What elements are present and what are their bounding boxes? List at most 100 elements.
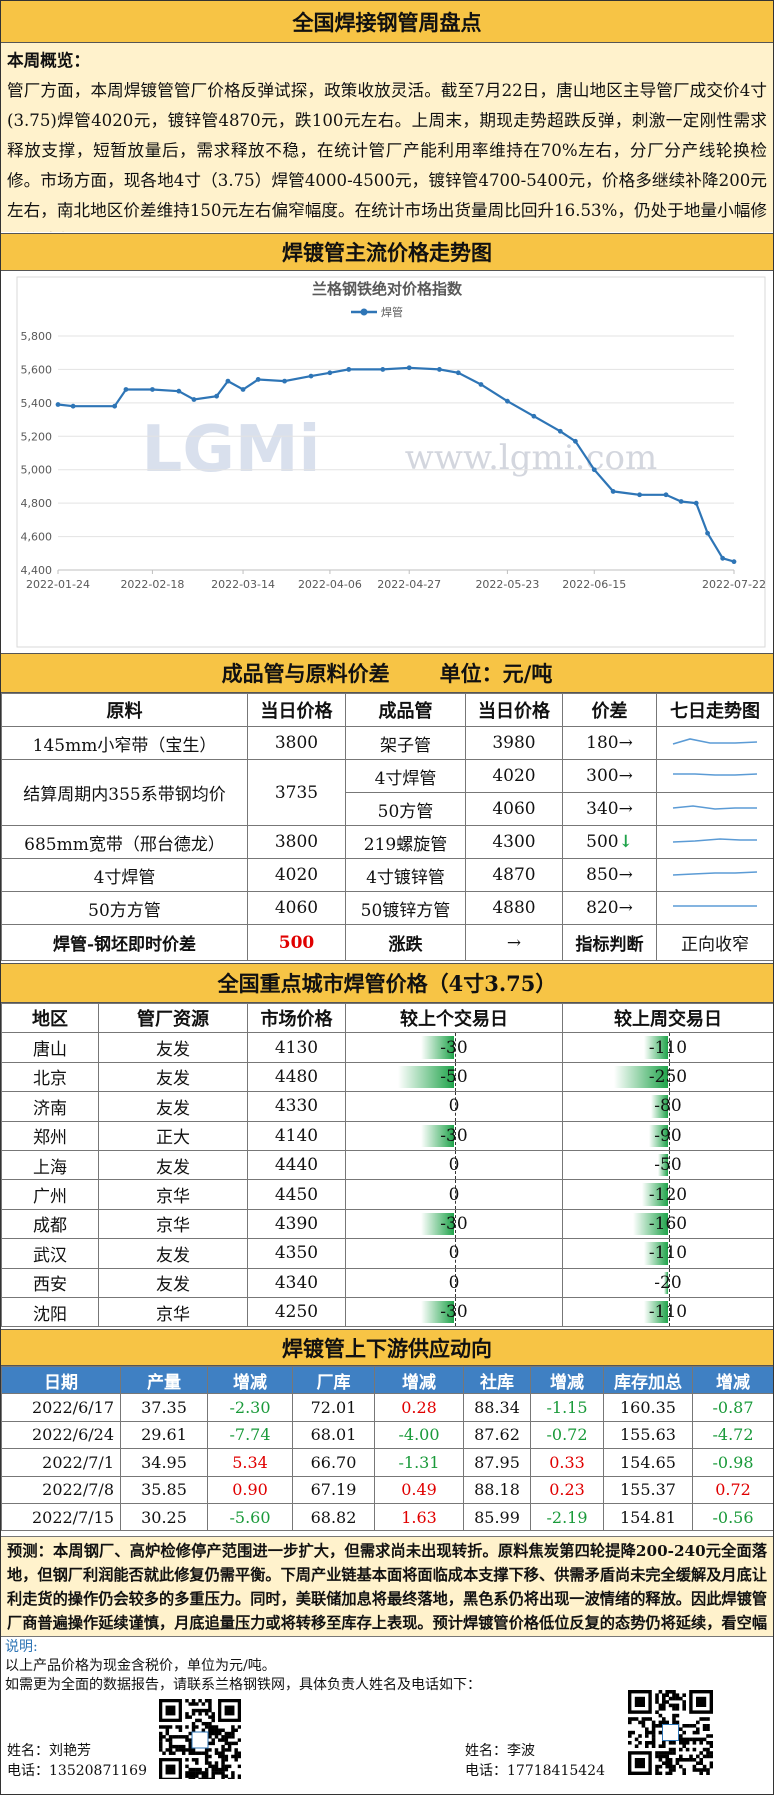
header-cell: 七日走势图 bbox=[656, 693, 773, 727]
qr-module bbox=[655, 1754, 659, 1759]
qr-module bbox=[221, 1728, 225, 1732]
qr-module bbox=[655, 1710, 659, 1714]
qr-module bbox=[195, 1767, 199, 1772]
bar-axis bbox=[668, 1151, 670, 1179]
change: -2.19 bbox=[530, 1502, 604, 1532]
qr-module bbox=[208, 1705, 212, 1710]
qr-module bbox=[178, 1725, 183, 1729]
qr-module bbox=[211, 1741, 215, 1746]
data-point bbox=[637, 492, 642, 498]
mill: 京华 bbox=[98, 1296, 248, 1328]
qr-module bbox=[682, 1700, 686, 1704]
qr-module bbox=[204, 1754, 209, 1759]
amount: 29.61 bbox=[120, 1420, 208, 1450]
qr-module bbox=[662, 1707, 666, 1711]
qr-module bbox=[221, 1767, 225, 1772]
data-row: 北京 友发 4480 -50 -250 bbox=[1, 1061, 773, 1093]
header-cell: 管厂资源 bbox=[98, 1003, 248, 1034]
market-price: 4350 bbox=[247, 1238, 346, 1269]
qr-module bbox=[702, 1724, 707, 1728]
product-price: 4060 bbox=[465, 792, 563, 826]
qr-module bbox=[645, 1730, 649, 1735]
qr-module bbox=[651, 1727, 656, 1731]
qr-module bbox=[668, 1690, 673, 1694]
qr-module bbox=[665, 1720, 669, 1725]
change-cell: -110 bbox=[562, 1238, 773, 1269]
qr-module bbox=[191, 1777, 196, 1779]
qr-module bbox=[631, 1717, 635, 1721]
raw-price: 3800 bbox=[247, 825, 346, 859]
spread-cell: 340→ bbox=[562, 792, 657, 826]
qr-module bbox=[165, 1738, 170, 1742]
qr-module bbox=[168, 1751, 173, 1755]
qr-module bbox=[195, 1751, 199, 1755]
market-price: 4130 bbox=[247, 1032, 346, 1063]
qr-module bbox=[658, 1754, 663, 1759]
change: -7.74 bbox=[207, 1420, 293, 1450]
qr-module bbox=[208, 1715, 212, 1719]
data-bar bbox=[420, 1300, 455, 1324]
y-tick-label: 4,800 bbox=[21, 497, 53, 510]
qr-module bbox=[201, 1774, 206, 1778]
change: -4.00 bbox=[374, 1420, 464, 1450]
qr-module bbox=[224, 1735, 229, 1739]
spread-value: 500 bbox=[586, 832, 619, 852]
qr-module bbox=[648, 1730, 652, 1735]
legend-marker bbox=[360, 308, 368, 316]
qr-module bbox=[237, 1738, 241, 1742]
contact-phone: 电话：17718415424 bbox=[465, 1763, 605, 1779]
overview-text: 管厂方面，本周焊镀管管厂价格反弹试探，政策收放灵活。截至7月22日，唐山地区主导… bbox=[7, 81, 767, 232]
change-value: -30 bbox=[440, 1302, 468, 1323]
qr-module bbox=[679, 1764, 683, 1769]
qr-module bbox=[188, 1777, 192, 1779]
city-table-wrap: 地区 管厂资源 市场价格 较上个交易日 较上周交易日 唐山 友发 4130 -30 -110 北京友… bbox=[1, 1003, 773, 1328]
qr-module bbox=[662, 1741, 666, 1745]
qr-module bbox=[692, 1758, 697, 1762]
qr-module bbox=[628, 1730, 632, 1735]
qr-module bbox=[224, 1731, 229, 1736]
watermark-logo: LGMi bbox=[142, 413, 321, 487]
qr-module bbox=[224, 1764, 229, 1769]
amount: 67.19 bbox=[292, 1475, 375, 1504]
qr-module bbox=[162, 1751, 166, 1755]
supply-section-title: 焊镀管上下游供应动向 bbox=[1, 1329, 773, 1366]
spread-cell: 500↓ bbox=[562, 825, 657, 859]
header-cell: 地区 bbox=[1, 1003, 99, 1034]
y-tick-label: 5,600 bbox=[21, 363, 53, 376]
sparkline bbox=[672, 737, 758, 745]
qr-module bbox=[195, 1702, 199, 1706]
notes-line: 以上产品价格为现金含税价，单位为元/吨。 bbox=[5, 1658, 276, 1674]
data-point bbox=[225, 378, 231, 384]
qr-module bbox=[168, 1738, 173, 1742]
data-bar bbox=[420, 1124, 455, 1147]
spread-value: 300 bbox=[586, 766, 619, 786]
spread-value: 850 bbox=[586, 865, 619, 885]
qr-module bbox=[191, 1748, 196, 1752]
qr-module bbox=[208, 1725, 212, 1729]
qr-module bbox=[188, 1751, 192, 1755]
mill: 正大 bbox=[98, 1120, 248, 1151]
qr-module bbox=[675, 1713, 680, 1718]
qr-module bbox=[679, 1754, 683, 1759]
qr-module bbox=[658, 1690, 663, 1694]
qr-module bbox=[188, 1744, 192, 1749]
raw-material: 145mm小窄带（宝生） bbox=[1, 726, 248, 760]
change: -0.72 bbox=[530, 1420, 604, 1450]
footer-cell: 500 bbox=[247, 924, 346, 961]
market-price: 4140 bbox=[247, 1120, 346, 1151]
y-tick-label: 4,600 bbox=[21, 531, 53, 544]
contact-name: 姓名：李波 bbox=[465, 1743, 535, 1759]
qr-module bbox=[706, 1727, 710, 1731]
spread-title: 成品管与原料价差 bbox=[221, 661, 390, 686]
amount: 34.95 bbox=[120, 1448, 208, 1477]
change-cell: -250 bbox=[562, 1061, 773, 1093]
qr-module bbox=[668, 1741, 673, 1745]
data-bar bbox=[648, 1124, 669, 1147]
qr-module bbox=[204, 1758, 209, 1762]
qr-module bbox=[195, 1758, 199, 1762]
product: 50方管 bbox=[345, 792, 466, 826]
qr-module bbox=[191, 1699, 196, 1703]
change-cell: 0 bbox=[345, 1149, 563, 1181]
sparkline bbox=[672, 870, 758, 876]
qr-module bbox=[641, 1720, 646, 1725]
